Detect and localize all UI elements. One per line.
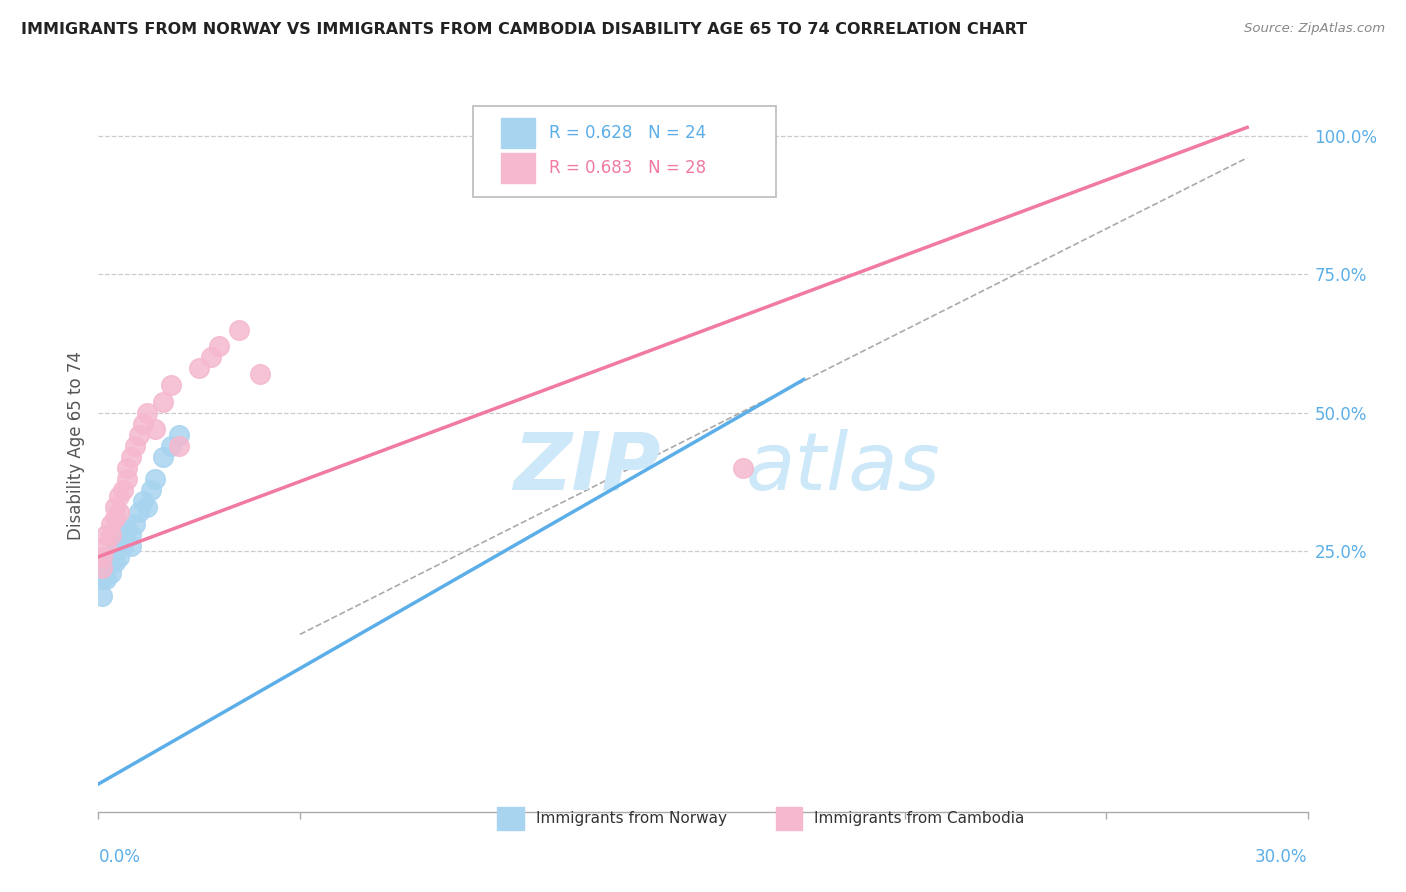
Point	[167, 439, 190, 453]
Point	[143, 422, 166, 436]
Point	[100, 527, 122, 541]
Point	[135, 500, 157, 514]
Point	[200, 351, 222, 365]
Point	[91, 561, 114, 575]
Text: R = 0.683   N = 28: R = 0.683 N = 28	[550, 159, 707, 177]
FancyBboxPatch shape	[474, 106, 776, 197]
Point	[160, 378, 183, 392]
Point	[100, 566, 122, 581]
Point	[91, 589, 114, 603]
Point	[111, 539, 134, 553]
Point	[167, 428, 190, 442]
Point	[111, 527, 134, 541]
Point	[128, 428, 150, 442]
Point	[91, 549, 114, 564]
Y-axis label: Disability Age 65 to 74: Disability Age 65 to 74	[66, 351, 84, 541]
Point	[139, 483, 162, 498]
Point	[107, 549, 129, 564]
Point	[124, 516, 146, 531]
Point	[128, 506, 150, 520]
Point	[152, 450, 174, 464]
Point	[115, 461, 138, 475]
Point	[120, 527, 142, 541]
Point	[115, 522, 138, 536]
Point	[111, 483, 134, 498]
Point	[132, 494, 155, 508]
Text: atlas: atlas	[745, 429, 941, 507]
FancyBboxPatch shape	[776, 806, 803, 830]
Point	[103, 511, 125, 525]
Point	[120, 539, 142, 553]
Point	[208, 339, 231, 353]
Point	[107, 506, 129, 520]
Text: ZIP: ZIP	[513, 429, 661, 507]
Point	[96, 572, 118, 586]
Text: Immigrants from Norway: Immigrants from Norway	[536, 811, 727, 826]
Point	[120, 450, 142, 464]
Point	[228, 323, 250, 337]
Text: Immigrants from Cambodia: Immigrants from Cambodia	[814, 811, 1025, 826]
Point	[143, 472, 166, 486]
Point	[733, 461, 755, 475]
Text: R = 0.628   N = 24: R = 0.628 N = 24	[550, 124, 707, 142]
Text: IMMIGRANTS FROM NORWAY VS IMMIGRANTS FROM CAMBODIA DISABILITY AGE 65 TO 74 CORRE: IMMIGRANTS FROM NORWAY VS IMMIGRANTS FRO…	[21, 22, 1028, 37]
Point	[103, 555, 125, 569]
Point	[188, 361, 211, 376]
Point	[103, 500, 125, 514]
Point	[135, 406, 157, 420]
Point	[96, 527, 118, 541]
Point	[107, 489, 129, 503]
Point	[96, 561, 118, 575]
Point	[152, 394, 174, 409]
Point	[100, 549, 122, 564]
Point	[132, 417, 155, 431]
Point	[107, 539, 129, 553]
FancyBboxPatch shape	[501, 153, 534, 184]
Point	[160, 439, 183, 453]
Point	[100, 516, 122, 531]
Point	[249, 367, 271, 381]
Point	[96, 539, 118, 553]
Text: Source: ZipAtlas.com: Source: ZipAtlas.com	[1244, 22, 1385, 36]
Point	[115, 472, 138, 486]
Point	[103, 544, 125, 558]
FancyBboxPatch shape	[501, 118, 534, 148]
Point	[124, 439, 146, 453]
FancyBboxPatch shape	[498, 806, 524, 830]
Point	[91, 572, 114, 586]
Text: 30.0%: 30.0%	[1256, 847, 1308, 866]
Text: 0.0%: 0.0%	[98, 847, 141, 866]
